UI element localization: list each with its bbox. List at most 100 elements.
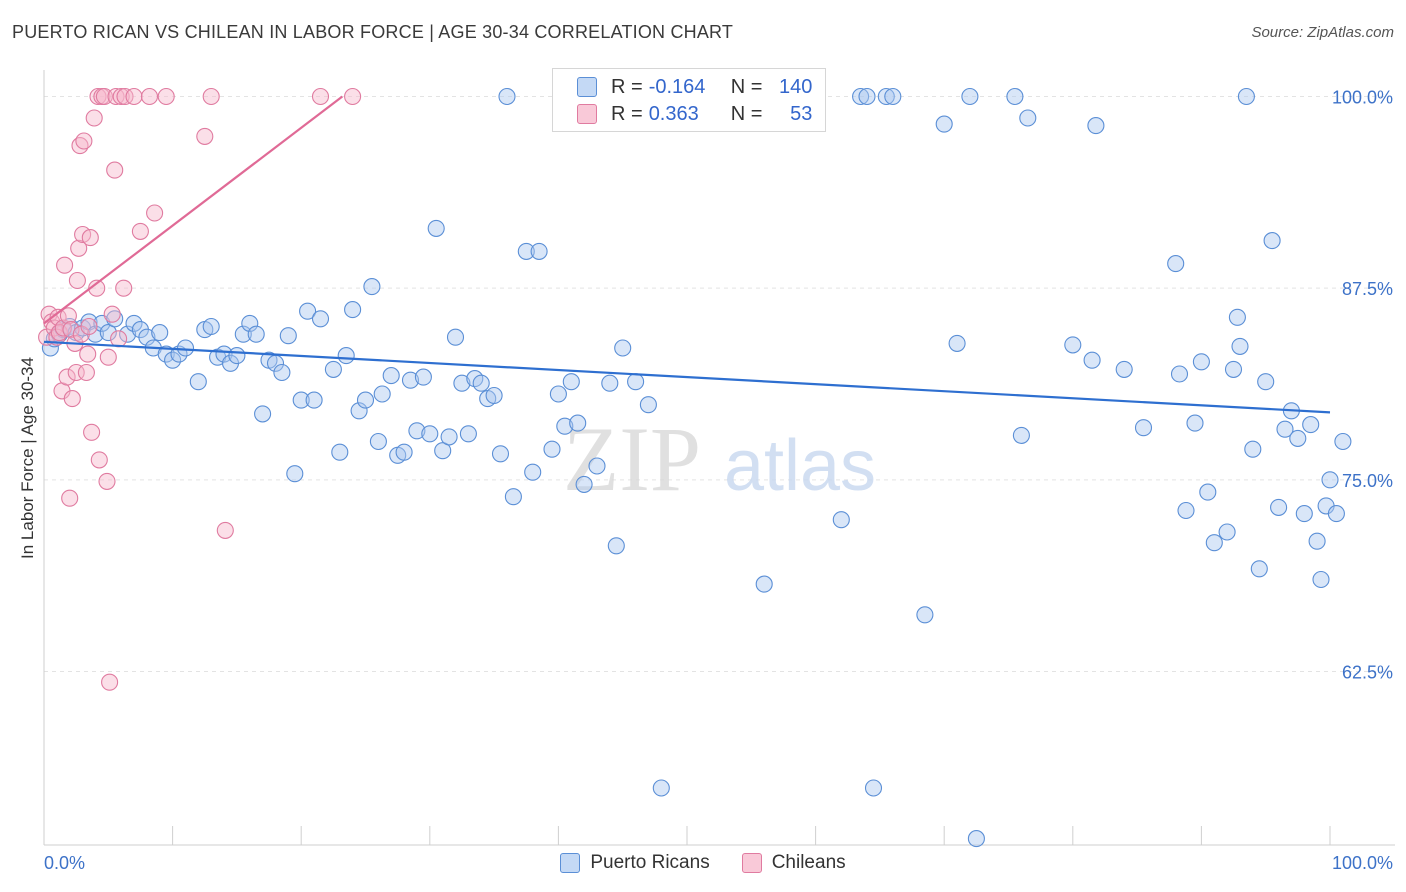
puerto-ricans-point — [832, 511, 850, 529]
puerto-ricans-point — [125, 314, 143, 332]
puerto-ricans-point — [106, 310, 124, 328]
chileans-point — [70, 239, 88, 257]
watermark-atlas: atlas — [724, 426, 876, 506]
trend-line-puerto-ricans — [43, 340, 1331, 414]
puerto-ricans-point — [1308, 532, 1326, 550]
series-legend: Puerto Ricans Chileans — [0, 852, 1406, 874]
watermark: ZIP atlas — [563, 408, 876, 510]
chileans-point — [98, 472, 116, 490]
puerto-ricans-point — [421, 425, 439, 443]
legend-swatch-puerto-ricans — [577, 77, 597, 97]
y-tick-label: 87.5% — [1342, 279, 1393, 299]
legend-n-label: N = — [730, 102, 763, 125]
legend-r-label: R = — [611, 75, 643, 98]
puerto-ricans-point — [247, 325, 265, 343]
puerto-ricans-point — [575, 475, 593, 493]
puerto-ricans-point — [459, 425, 477, 443]
puerto-ricans-point — [1231, 337, 1249, 355]
puerto-ricans-point — [556, 417, 574, 435]
chileans-point — [90, 451, 108, 469]
chileans-point — [196, 127, 214, 145]
series-puerto-ricans — [41, 87, 1352, 848]
chileans-point — [61, 489, 79, 507]
puerto-ricans-point — [408, 422, 426, 440]
puerto-ricans-point — [401, 371, 420, 389]
legend-swatch-chileans — [741, 853, 762, 873]
puerto-ricans-point — [935, 115, 953, 133]
puerto-ricans-point — [292, 391, 310, 409]
puerto-ricans-point — [1250, 560, 1268, 578]
legend-item-chileans[interactable]: Chileans — [741, 852, 846, 874]
puerto-ricans-point — [138, 328, 156, 346]
puerto-ricans-point — [1167, 255, 1185, 273]
puerto-ricans-point — [151, 324, 169, 342]
chileans-point — [56, 256, 74, 274]
axes — [43, 70, 1395, 846]
chileans-point — [77, 363, 95, 382]
trend-lines — [43, 95, 1331, 414]
legend-label-chileans: Chileans — [771, 852, 846, 873]
puerto-ricans-point — [1064, 336, 1082, 354]
puerto-ricans-point — [1115, 360, 1133, 378]
puerto-ricans-point — [373, 385, 391, 403]
chileans-point — [95, 87, 113, 106]
puerto-ricans-point — [1270, 498, 1288, 516]
x-tick-labels: 0.0% 100.0% — [44, 853, 1393, 873]
puerto-ricans-point — [504, 488, 522, 506]
chileans-point — [112, 87, 130, 106]
puerto-ricans-point — [337, 347, 355, 365]
puerto-ricans-point — [279, 327, 297, 345]
puerto-ricans-point — [1087, 117, 1105, 135]
puerto-ricans-point — [485, 386, 503, 405]
legend-label-puerto-ricans: Puerto Ricans — [590, 852, 710, 873]
puerto-ricans-point — [1312, 570, 1330, 589]
puerto-ricans-point — [1177, 501, 1195, 520]
y-tick-label: 75.0% — [1342, 471, 1393, 491]
puerto-ricans-point — [157, 345, 175, 363]
chileans-point — [157, 87, 175, 106]
puerto-ricans-point — [228, 347, 246, 365]
legend-r-label: R = — [611, 102, 643, 125]
x-tick-label-max: 100.0% — [1332, 853, 1393, 873]
puerto-ricans-point — [176, 339, 195, 357]
chileans-point — [99, 348, 117, 366]
puerto-ricans-point — [524, 463, 542, 481]
puerto-ricans-point — [948, 334, 966, 352]
puerto-ricans-point — [1263, 232, 1281, 250]
chileans-point — [140, 87, 159, 106]
puerto-ricans-point — [549, 385, 567, 403]
puerto-ricans-point — [1224, 360, 1243, 378]
puerto-ricans-point — [1302, 416, 1320, 434]
chileans-point — [131, 222, 149, 240]
puerto-ricans-point — [884, 87, 902, 106]
puerto-ricans-point — [639, 396, 657, 414]
chileans-point — [103, 305, 121, 323]
puerto-ricans-point — [1012, 426, 1030, 444]
puerto-ricans-point — [472, 374, 490, 392]
puerto-ricans-point — [588, 457, 606, 475]
chileans-point — [115, 279, 133, 297]
chileans-point — [85, 109, 103, 127]
puerto-ricans-point — [311, 310, 330, 328]
puerto-ricans-point — [344, 301, 362, 319]
puerto-ricans-point — [1192, 353, 1210, 371]
puerto-ricans-point — [324, 360, 342, 378]
puerto-ricans-point — [299, 302, 317, 320]
trend-line-chileans — [43, 95, 344, 325]
puerto-ricans-point — [331, 443, 349, 461]
puerto-ricans-point — [382, 367, 400, 385]
chileans-point — [58, 368, 76, 386]
x-tick-label-min: 0.0% — [44, 853, 85, 873]
puerto-ricans-point — [356, 391, 375, 409]
puerto-ricans-point — [1276, 420, 1294, 438]
legend-row-puerto-ricans: R = -0.164 N = 140 — [577, 74, 812, 100]
chileans-point — [81, 229, 99, 247]
puerto-ricans-point — [858, 87, 876, 106]
legend-item-puerto-ricans[interactable]: Puerto Ricans — [560, 852, 710, 874]
puerto-ricans-point — [164, 351, 182, 369]
y-tick-labels: 62.5% 75.0% 87.5% 100.0% — [1332, 88, 1393, 683]
chileans-point — [62, 321, 80, 339]
puerto-ricans-point — [41, 339, 59, 357]
puerto-ricans-point — [434, 442, 452, 460]
